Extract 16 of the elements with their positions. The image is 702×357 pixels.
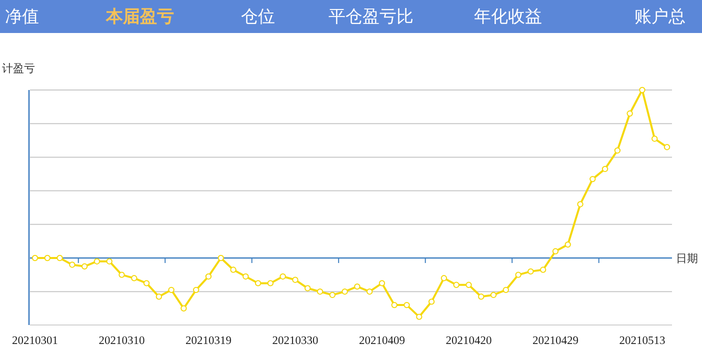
- x-tick-label: 20210330: [272, 335, 318, 347]
- x-tick-label: 20210301: [12, 335, 58, 347]
- chart-title: 本届盈亏: [105, 7, 174, 27]
- x-axis-title: 日期: [676, 252, 698, 265]
- x-tick-label: 20210513: [619, 335, 666, 347]
- text: 账户总: [634, 7, 686, 27]
- y-axis-title: 计盈亏: [2, 62, 35, 75]
- x-tick-label: 20210420: [446, 335, 492, 347]
- x-tick-label: 20210310: [98, 335, 145, 347]
- text: 年化收益: [474, 7, 542, 27]
- text: 仓位: [241, 7, 275, 27]
- x-tick-label: 20210429: [532, 335, 579, 347]
- x-tick-label: 20210409: [358, 335, 406, 347]
- x-tick-label: 20210319: [185, 335, 232, 347]
- text: 净值: [5, 7, 39, 27]
- text: 平仓盈亏比: [328, 7, 414, 27]
